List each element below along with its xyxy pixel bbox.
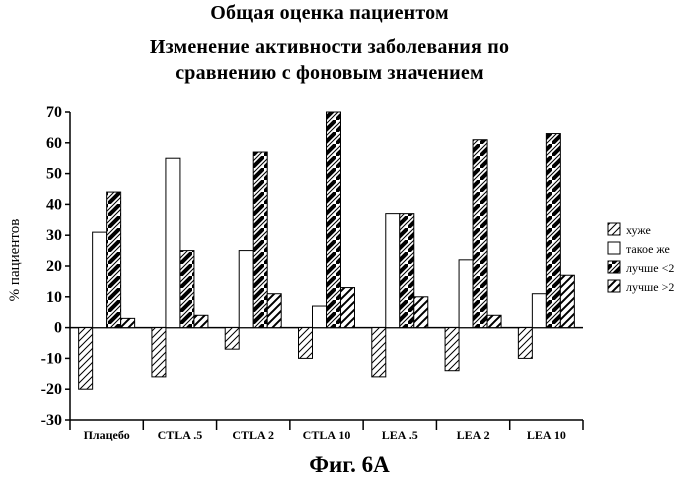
x-category-label: LEA .5 — [382, 428, 418, 442]
legend-swatch — [607, 241, 621, 255]
y-tick-label: 70 — [46, 104, 62, 121]
y-tick-label: -10 — [41, 350, 62, 367]
bar-lea-5-s3 — [413, 296, 429, 329]
bar---s1 — [92, 231, 108, 329]
bar-lea-2-s1 — [458, 259, 474, 329]
bar-lea-10-s1 — [531, 293, 547, 329]
y-tick-label: 0 — [54, 320, 62, 337]
bar-lea-10-s2 — [545, 133, 561, 329]
chart-title-line3: сравнению с фоновым значением — [175, 62, 484, 84]
legend-swatch — [607, 222, 621, 236]
bar-ctla-10-s0 — [298, 327, 313, 359]
bar---s2 — [106, 191, 122, 329]
y-tick-label: -20 — [41, 381, 62, 398]
legend-label: лучше >2 — [626, 280, 674, 294]
bar-ctla-2-s0 — [224, 327, 240, 350]
legend-label: лучше <2 — [626, 261, 674, 275]
bar-ctla-2-s2 — [252, 151, 268, 329]
x-category-label: CTLA 10 — [303, 428, 351, 442]
bar-ctla-5-s2 — [179, 250, 195, 329]
bar-lea-2-s0 — [444, 327, 460, 372]
x-category-label: Плацебо — [84, 428, 130, 442]
bar---s3 — [120, 317, 136, 329]
chart-title-line2: Изменение активности заболевания по — [149, 36, 510, 58]
bar-lea-5-s0 — [371, 327, 387, 378]
y-tick-label: -30 — [41, 412, 62, 429]
bar-ctla-2-s3 — [266, 293, 282, 329]
y-tick-label: 10 — [46, 289, 62, 306]
y-ticks: -30 -20 -10 0 10 20 30 40 50 60 70 — [41, 104, 70, 429]
y-tick-label: 50 — [46, 166, 62, 183]
bar-lea-10-s3 — [559, 274, 575, 329]
legend-label: такое же — [626, 242, 670, 256]
bar-ctla-10-s3 — [340, 287, 355, 329]
bar-ctla-10-s1 — [312, 305, 327, 329]
legend-label: хуже — [626, 223, 651, 237]
y-tick-label: 30 — [46, 227, 62, 244]
x-categories: Плацебо CTLA .5 CTLA 2 CTLA 10 LEA .5 LEA 2 LE… — [69, 420, 584, 442]
chart-title-line1: Общая оценка пациентом — [210, 2, 449, 24]
bar-lea-2-s2 — [472, 139, 488, 329]
y-tick-label: 20 — [46, 258, 62, 275]
legend-swatch — [607, 279, 621, 293]
figure-caption: Фиг. 6А — [309, 452, 390, 477]
bar-lea-10-s0 — [517, 327, 533, 359]
bar-lea-2-s3 — [486, 314, 502, 329]
y-tick-label: 60 — [46, 135, 62, 152]
legend: хуже такое же лучше <2 лучше >2 — [607, 222, 674, 294]
bar-ctla-5-s0 — [151, 327, 167, 378]
bar-ctla-2-s1 — [238, 250, 254, 329]
legend-swatch — [607, 260, 621, 274]
bar-ctla-5-s3 — [193, 314, 209, 329]
bar-lea-5-s1 — [385, 213, 401, 329]
bars — [78, 111, 575, 390]
bar---s0 — [78, 327, 94, 390]
bar-ctla-5-s1 — [165, 157, 181, 329]
x-category-label: CTLA .5 — [158, 428, 203, 442]
bar-lea-5-s2 — [399, 213, 415, 329]
y-axis-label: % пациентов — [7, 219, 23, 302]
x-category-label: LEA 2 — [457, 428, 490, 442]
x-category-label: CTLA 2 — [232, 428, 274, 442]
x-category-label: LEA 10 — [527, 428, 566, 442]
bar-ctla-10-s2 — [326, 111, 341, 329]
y-tick-label: 40 — [46, 196, 62, 213]
